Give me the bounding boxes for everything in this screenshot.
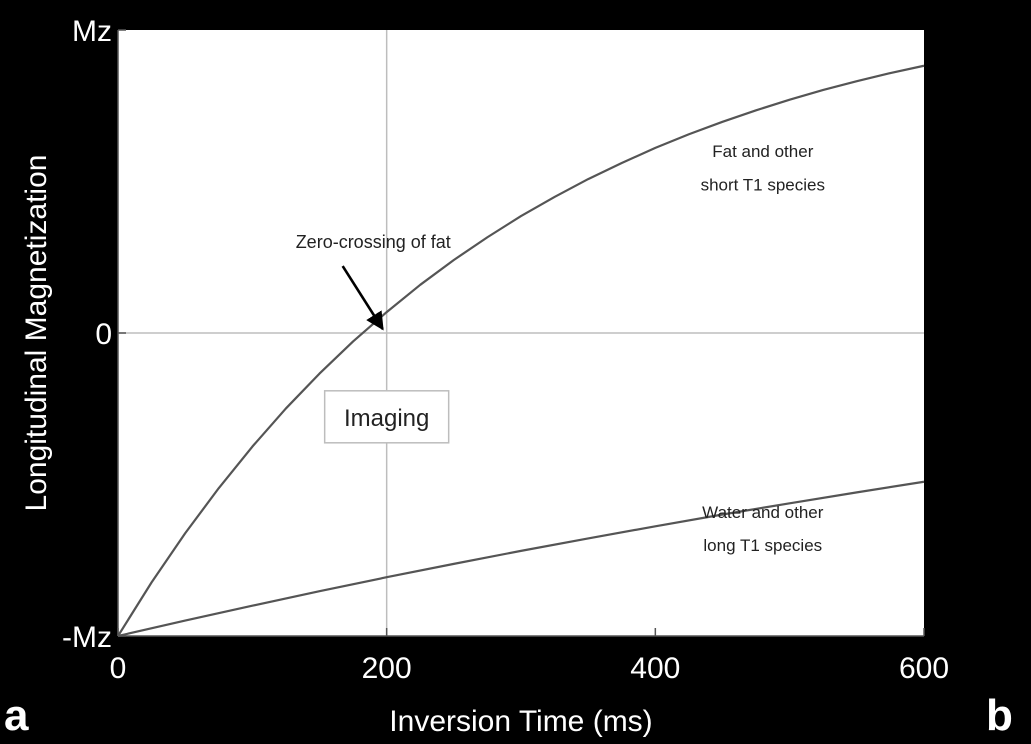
annotation-label: Imaging (344, 405, 429, 432)
annotation-label: Zero-crossing of fat (296, 232, 451, 252)
x-tick-label: 0 (110, 652, 127, 685)
annotation-label: Fat and other (712, 142, 813, 161)
y-axis-label: Longitudinal Magnetization (20, 155, 53, 512)
annotation-label: long T1 species (703, 536, 822, 555)
annotation-label: short T1 species (701, 176, 825, 195)
panel-label-a: a (4, 691, 29, 740)
series-line-1 (117, 64, 925, 637)
x-axis-label: Inversion Time (ms) (389, 705, 652, 738)
x-tick-label: 600 (899, 652, 949, 685)
annotation-label: Water and other (702, 503, 824, 522)
annotation-box (323, 390, 450, 444)
series-line-2 (117, 480, 925, 638)
x-tick-label: 200 (362, 652, 412, 685)
y-tick-label: 0 (95, 318, 112, 351)
annotation-arrow (341, 265, 384, 331)
x-tick-label: 400 (630, 652, 680, 685)
panel-label-b: b (986, 691, 1013, 740)
y-tick-label: -Mz (62, 621, 112, 654)
y-tick-label: Mz (72, 15, 112, 48)
